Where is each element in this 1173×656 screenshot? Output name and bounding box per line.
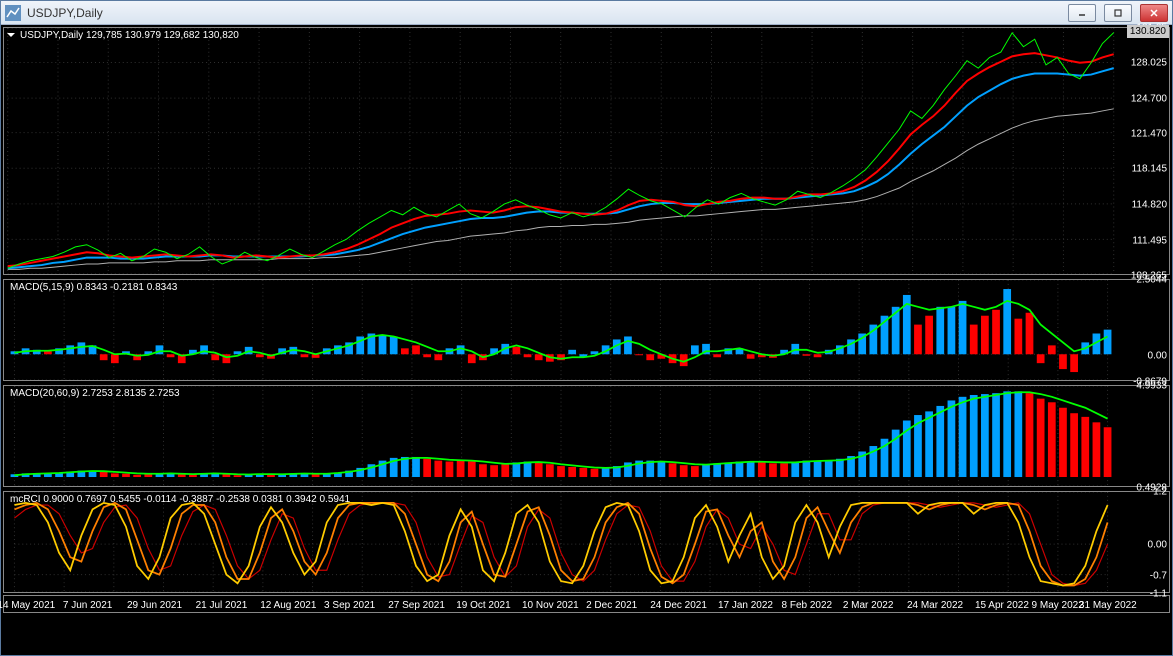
x-tick-label: 15 Apr 2022 — [975, 600, 1029, 611]
app-icon — [5, 5, 21, 21]
x-tick-label: 10 Nov 2021 — [522, 600, 579, 611]
x-axis: 14 May 2021 7 Jun 2021 29 Jun 2021 21 Jul 2… — [3, 595, 1170, 613]
maximize-button[interactable] — [1104, 4, 1132, 22]
rci-panel[interactable]: mcRCI 0.9000 0.7697 0.5455 -0.0114 -0.38… — [3, 491, 1170, 593]
x-tick-label: 24 Dec 2021 — [650, 600, 707, 611]
main-plot — [4, 28, 1169, 274]
rci-label: mcRCI 0.9000 0.7697 0.5455 -0.0114 -0.38… — [10, 494, 350, 505]
x-tick-label: 27 Sep 2021 — [388, 600, 445, 611]
rci-plot — [4, 492, 1169, 592]
x-tick-label: 19 Oct 2021 — [456, 600, 510, 611]
macd1-plot — [4, 280, 1169, 380]
macd2-panel[interactable]: MACD(20,60,9) 2.7253 2.8135 2.7253 0.492… — [3, 385, 1170, 487]
x-tick-label: 21 Jul 2021 — [196, 600, 248, 611]
titlebar[interactable]: USDJPY,Daily — [1, 1, 1172, 25]
main-y-axis: 108.265111.495114.820118.145121.470124.7… — [1121, 28, 1169, 274]
x-tick-label: 17 Jan 2022 — [718, 600, 773, 611]
macd2-plot — [4, 386, 1169, 486]
main-price-panel[interactable]: USDJPY,Daily 129,785 130.979 129,682 130… — [3, 27, 1170, 275]
macd2-y-axis: 0.49284.9933 — [1121, 386, 1169, 486]
x-tick-label: 14 May 2021 — [0, 600, 55, 611]
close-button[interactable] — [1140, 4, 1168, 22]
macd1-label: MACD(5,15,9) 0.8343 -0.2181 0.8343 — [10, 282, 177, 293]
chevron-down-icon[interactable] — [6, 30, 16, 40]
x-tick-label: 12 Aug 2021 — [260, 600, 316, 611]
x-tick-label: 29 Jun 2021 — [127, 600, 182, 611]
x-tick-label: 9 May 2022 — [1032, 600, 1084, 611]
x-tick-label: 2 Dec 2021 — [586, 600, 637, 611]
x-tick-label: 3 Sep 2021 — [324, 600, 375, 611]
macd1-y-axis: -0.86790.002.5044 — [1121, 280, 1169, 380]
chart-window: USDJPY,Daily USDJPY,Daily 129,785 130.97… — [0, 0, 1173, 656]
macd1-panel[interactable]: MACD(5,15,9) 0.8343 -0.2181 0.8343 -0.86… — [3, 279, 1170, 381]
current-price-tag: 130.820 — [1127, 25, 1169, 38]
x-tick-label: 8 Feb 2022 — [781, 600, 832, 611]
x-tick-label: 2 Mar 2022 — [843, 600, 894, 611]
main-panel-label: USDJPY,Daily 129,785 130.979 129,682 130… — [20, 30, 239, 41]
chart-area: USDJPY,Daily 129,785 130.979 129,682 130… — [1, 25, 1172, 655]
window-title: USDJPY,Daily — [27, 6, 103, 20]
rci-y-axis: -1.1-0.70.001.2 — [1121, 492, 1169, 592]
x-tick-label: 24 Mar 2022 — [907, 600, 963, 611]
minimize-button[interactable] — [1068, 4, 1096, 22]
x-tick-label: 7 Jun 2021 — [63, 600, 113, 611]
macd2-label: MACD(20,60,9) 2.7253 2.8135 2.7253 — [10, 388, 180, 399]
x-tick-label: 31 May 2022 — [1079, 600, 1137, 611]
